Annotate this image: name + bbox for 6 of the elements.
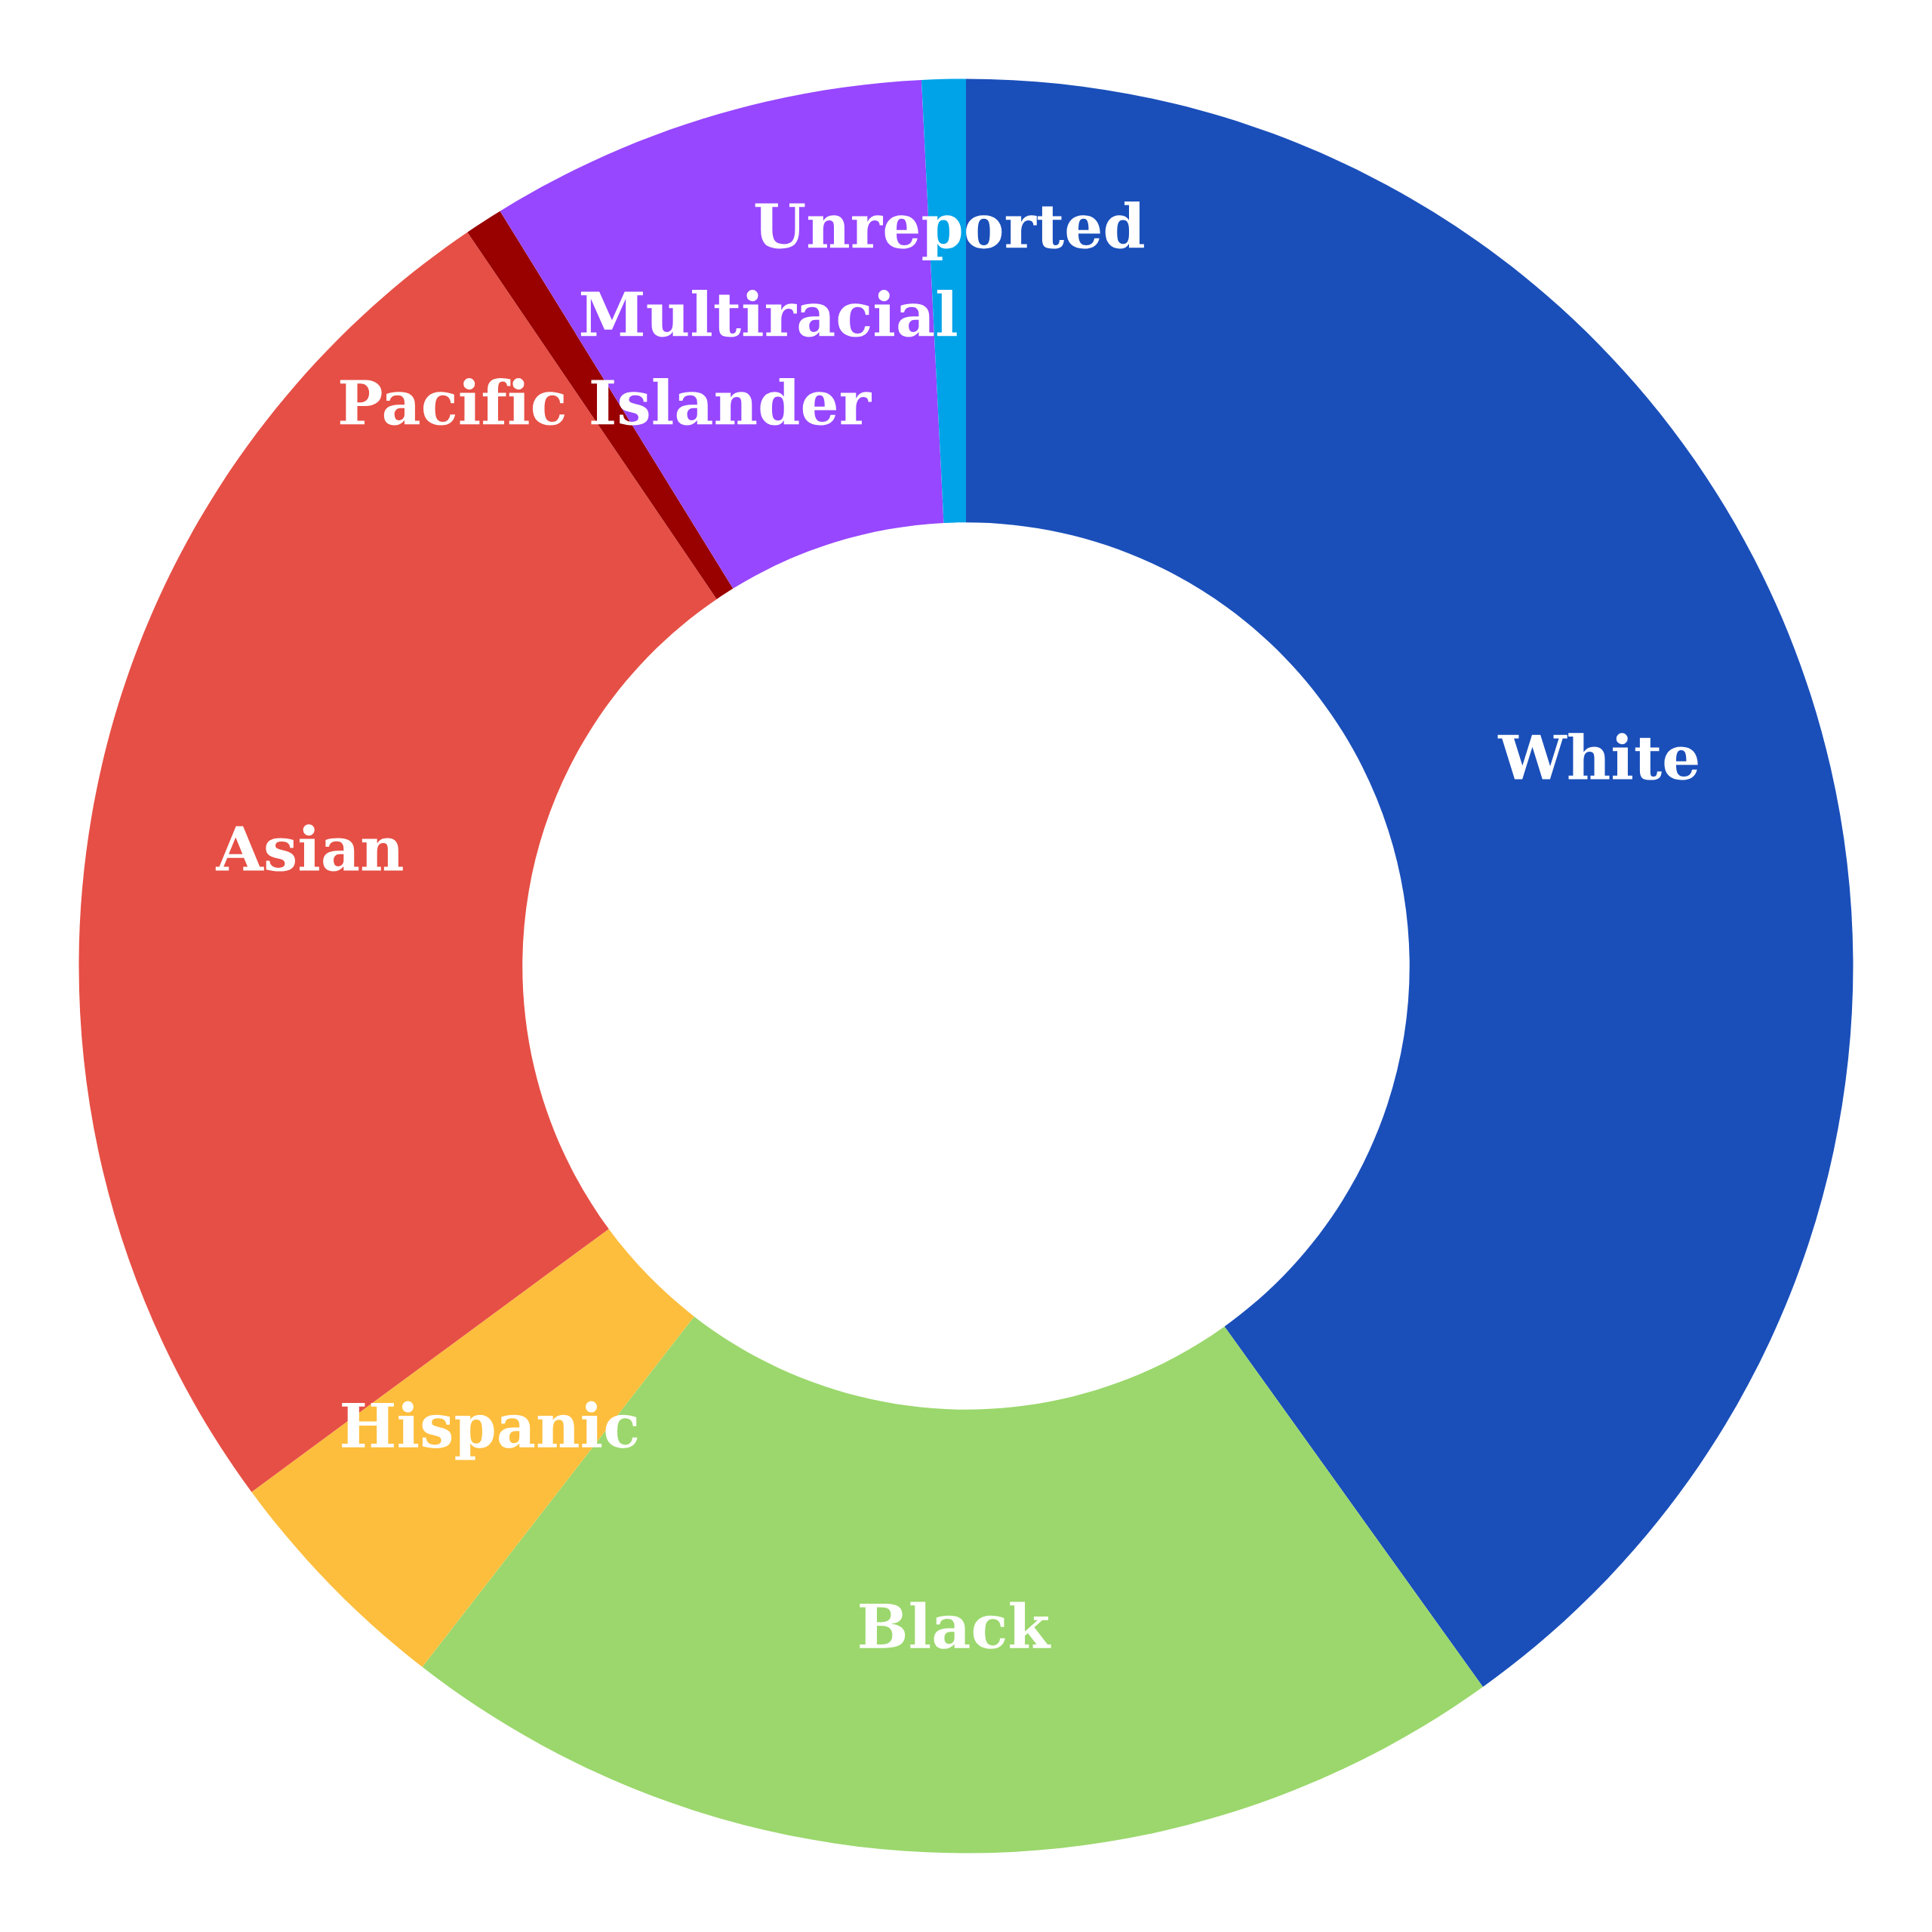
donut-slice [251,1229,694,1667]
slice-label: White [1497,733,1698,780]
slice-label: Asian [215,824,403,872]
slice-label: Hispanic [342,1401,638,1460]
slice-label: Unreported [755,202,1144,261]
slice-label: Black [860,1601,1051,1649]
